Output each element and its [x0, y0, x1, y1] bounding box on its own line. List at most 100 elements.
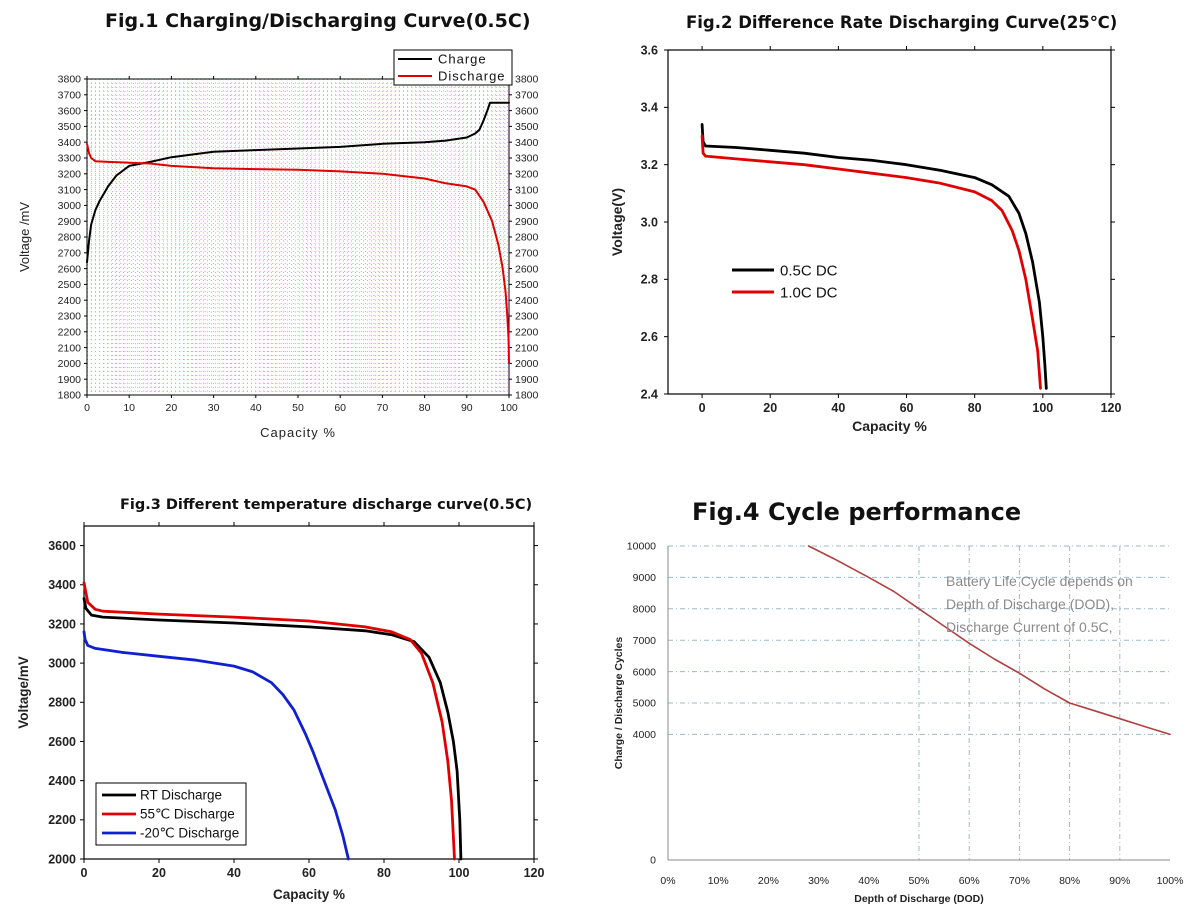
y-tick-label: 8000 [633, 603, 657, 615]
x-tick-label: 80% [1059, 875, 1080, 887]
legend-label: -20℃ Discharge [140, 826, 239, 841]
y-tick-label-right: 2800 [515, 232, 539, 244]
x-tick-label: 0 [699, 401, 706, 415]
y-tick-label: 3.6 [641, 43, 658, 57]
y-tick-label-right: 2200 [515, 326, 539, 338]
x-tick-label: 120 [524, 866, 545, 880]
x-tick-label: 100 [500, 402, 518, 414]
y-tick-label: 3000 [48, 656, 76, 670]
y-tick-label: 3600 [58, 105, 82, 117]
fig2-chart: 0 20 40 60 80 100 120 2.4 2.6 2.8 3.0 3.2 3.4 3.6 Capa… [609, 43, 1122, 434]
x-tick-label: 40% [858, 875, 879, 887]
y-tick-label: 2.8 [641, 273, 658, 287]
x-tick-label: 10% [708, 875, 729, 887]
x-tick-label: 70% [1009, 875, 1030, 887]
y-tick-label: 0 [650, 855, 656, 867]
annotation-line-1: Depth of Discharge (DOD), [946, 596, 1114, 612]
x-tick-label: 70 [377, 402, 389, 414]
x-tick-label: 90% [1109, 875, 1130, 887]
y-tick-label-right: 3600 [515, 105, 539, 117]
y-tick-label: 3500 [58, 121, 82, 133]
y-tick-label: 2500 [58, 279, 82, 291]
y-tick-label: 3400 [48, 578, 76, 592]
y-tick-label: 1900 [58, 374, 82, 386]
annotation-line-2: Discharge Current of 0.5C, [946, 619, 1113, 635]
y-tick-label-right: 2600 [515, 263, 539, 275]
y-tick-label-right: 3300 [515, 153, 539, 165]
x-tick-label: 40 [250, 402, 262, 414]
x-tick-label: 50 [292, 402, 304, 414]
legend-label: Discharge [438, 69, 506, 84]
y-tick-label: 3200 [58, 168, 82, 180]
y-tick-label: 3.4 [641, 101, 658, 115]
y-tick-label: 3400 [58, 137, 82, 149]
y-tick-label: 3600 [48, 539, 76, 553]
series-line-0 [86, 101, 510, 264]
x-tick-label: 0 [84, 402, 90, 414]
y-tick-label: 5000 [633, 698, 657, 710]
y-tick-label: 3.0 [641, 215, 658, 229]
y-axis-label: Voltage(V) [609, 188, 625, 256]
y-tick-label-right: 2100 [515, 342, 539, 354]
y-tick-label: 2700 [58, 247, 82, 259]
x-tick-label: 120 [1101, 401, 1122, 415]
x-tick-label: 100% [1157, 875, 1184, 887]
fig3-title: Fig.3 Different temperature discharge cu… [120, 497, 533, 513]
series-line-0 [700, 123, 1048, 390]
y-tick-label: 7000 [633, 635, 657, 647]
y-tick-label: 2100 [58, 342, 82, 354]
x-tick-label: 60 [302, 866, 316, 880]
y-tick-label-right: 1900 [515, 374, 539, 386]
y-tick-label: 2.4 [641, 387, 658, 401]
x-tick-label: 80 [968, 401, 982, 415]
x-axis-label: Capacity % [273, 887, 345, 902]
x-tick-label: 20 [763, 401, 777, 415]
y-tick-label: 1800 [58, 390, 82, 402]
x-tick-label: 40 [227, 866, 241, 880]
x-tick-label: 30 [208, 402, 220, 414]
y-tick-label-right: 3100 [515, 184, 539, 196]
y-tick-label-right: 3800 [515, 74, 539, 86]
y-tick-label-right: 2300 [515, 311, 539, 323]
y-tick-label: 2200 [48, 813, 76, 827]
y-axis-label: Voltage/mV [16, 656, 31, 729]
y-tick-label: 2000 [48, 852, 76, 866]
y-tick-label: 3.2 [641, 158, 658, 172]
x-tick-label: 90 [461, 402, 473, 414]
legend-label: Charge [438, 52, 487, 67]
x-tick-label: 10 [123, 402, 135, 414]
series-line-1 [82, 581, 456, 861]
legend-label: 0.5C DC [780, 262, 838, 279]
x-tick-label: 0% [660, 875, 675, 887]
y-tick-label: 2300 [58, 311, 82, 323]
y-tick-label: 2900 [58, 216, 82, 228]
y-tick-label-right: 2400 [515, 295, 539, 307]
x-tick-label: 60% [959, 875, 980, 887]
y-tick-label-right: 3700 [515, 89, 539, 101]
x-tick-label: 20 [166, 402, 178, 414]
x-tick-label: 0 [81, 866, 88, 880]
y-tick-label: 3800 [58, 74, 82, 86]
series-line-0 [807, 545, 1171, 736]
y-tick-label: 6000 [633, 666, 657, 678]
fig4-title: Fig.4 Cycle performance [692, 498, 1022, 526]
x-tick-label: 100 [1032, 401, 1053, 415]
y-tick-label: 3100 [58, 184, 82, 196]
x-tick-label: 20% [758, 875, 779, 887]
x-tick-label: 40 [831, 401, 845, 415]
y-tick-label: 2600 [48, 735, 76, 749]
y-tick-label: 10000 [627, 541, 656, 553]
y-tick-label-right: 3200 [515, 168, 539, 180]
y-tick-label-right: 3500 [515, 121, 539, 133]
series-line-1 [86, 142, 510, 365]
y-tick-label: 3700 [58, 89, 82, 101]
x-tick-label: 30% [808, 875, 829, 887]
y-tick-label-right: 1800 [515, 390, 539, 402]
y-tick-label: 3000 [58, 200, 82, 212]
fig4-chart: 0% 10% 20% 30% 40% 50% 60% 70% 80% 90% 100% 0 4000 50… [613, 541, 1184, 905]
fig1-title: Fig.1 Charging/Discharging Curve(0.5C) [105, 10, 531, 32]
x-tick-label: 20 [152, 866, 166, 880]
y-tick-label: 2600 [58, 263, 82, 275]
x-axis-label: Capacity % [852, 418, 927, 434]
